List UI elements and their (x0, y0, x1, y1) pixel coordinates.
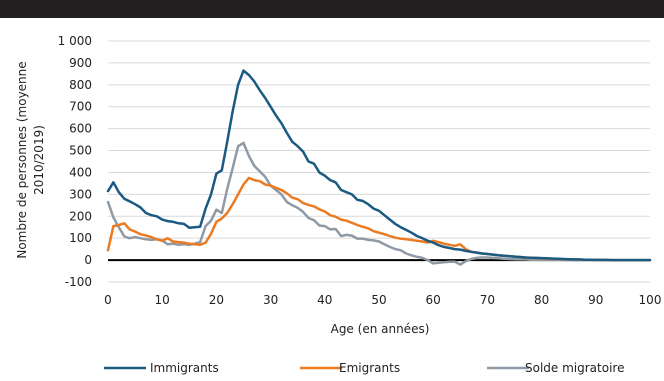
x-axis-ticks: 0 10 20 30 40 50 60 70 80 90 100 (104, 293, 661, 307)
y-tick-label: 100 (69, 231, 92, 245)
x-tick-label: 100 (639, 293, 662, 307)
x-tick-label: 80 (534, 293, 549, 307)
y-tick-label: 1 000 (58, 34, 92, 48)
x-tick-label: 0 (104, 293, 112, 307)
x-tick-label: 50 (371, 293, 386, 307)
y-tick-label: 200 (69, 209, 92, 223)
x-tick-label: 60 (426, 293, 441, 307)
x-tick-label: 70 (480, 293, 495, 307)
legend-label: Solde migratoire (525, 361, 624, 375)
y-axis-title-line-1: Nombre de personnes (moyenne (15, 61, 29, 258)
series-lines (106, 69, 652, 266)
header-bar (0, 0, 664, 18)
y-axis-title-line-2: 2010/2019) (32, 125, 46, 195)
y-tick-label: 600 (69, 122, 92, 136)
y-tick-label: 500 (69, 144, 92, 158)
x-tick-label: 40 (317, 293, 332, 307)
y-tick-label: 0 (84, 253, 92, 267)
x-tick-label: 10 (155, 293, 170, 307)
x-axis-title: Age (en années) (331, 322, 430, 336)
x-tick-label: 20 (209, 293, 224, 307)
gridlines (108, 40, 650, 283)
legend-label: Immigrants (150, 361, 219, 375)
x-tick-label: 90 (588, 293, 603, 307)
y-tick-label: 400 (69, 165, 92, 179)
x-tick-label: 30 (263, 293, 278, 307)
legend: Immigrants Emigrants Solde migratoire (104, 361, 624, 375)
series-line-solde-migratoire (106, 141, 652, 266)
y-tick-label: 300 (69, 187, 92, 201)
y-tick-label: -100 (65, 275, 92, 289)
series-line-immigrants (106, 69, 652, 262)
y-tick-label: 800 (69, 78, 92, 92)
y-tick-label: 700 (69, 100, 92, 114)
y-tick-label: 900 (69, 56, 92, 70)
legend-label: Emigrants (339, 361, 400, 375)
series-line-emigrants (106, 176, 652, 262)
